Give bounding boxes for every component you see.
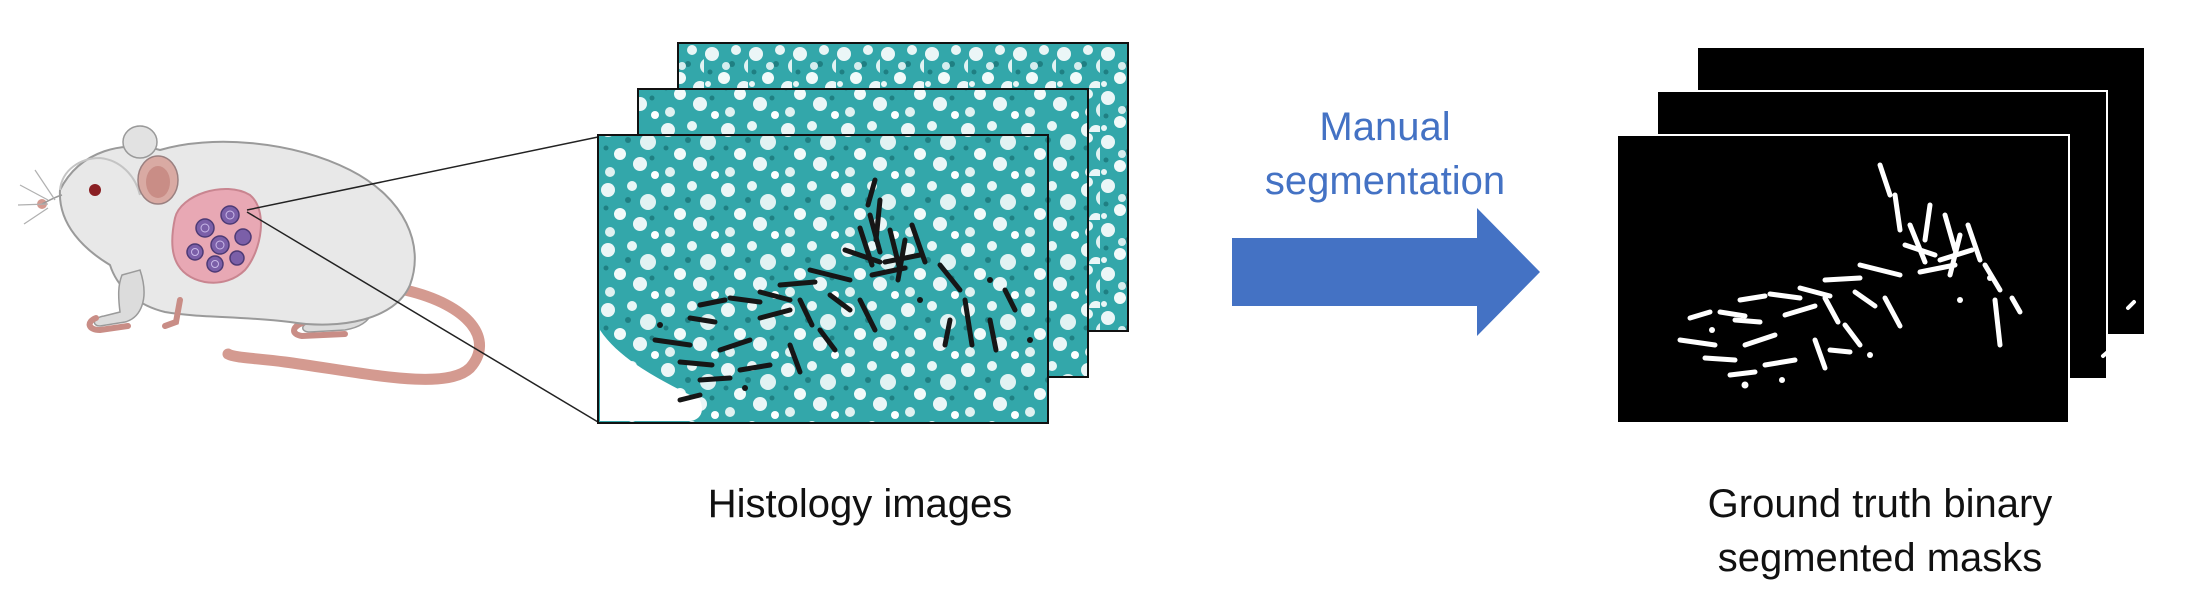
fungal-colonies	[186, 205, 252, 273]
segmented-hyphae	[1677, 162, 2023, 378]
binary-mask-stack	[1616, 46, 2146, 424]
mask-slide-1	[1616, 134, 2070, 424]
stained-hyphae	[652, 177, 1018, 403]
histology-caption: Histology images	[707, 482, 1013, 526]
arrow-label-line-2: segmentation	[1264, 159, 1506, 203]
mask-caption-line-1: Ground truth binary	[1707, 482, 2053, 526]
mouse-ear-back	[122, 125, 158, 159]
mouse-illustration	[17, 125, 485, 385]
right-arrow	[1232, 208, 1540, 336]
mouse-eye	[89, 184, 101, 196]
histology-slide-stack	[597, 42, 1129, 424]
mouse-tail	[222, 284, 485, 385]
mouse-whiskers	[17, 169, 56, 225]
zoom-line-bottom	[246, 211, 599, 423]
zoom-line-top	[246, 136, 599, 211]
mask-caption-line-2: segmented masks	[1717, 536, 2043, 580]
histology-slide-1	[597, 134, 1049, 424]
arrow-label: Manual segmentation	[1190, 100, 1580, 208]
mask-caption: Ground truth binary segmented masks	[1580, 477, 2180, 585]
arrow-label-line-1: Manual	[1319, 105, 1451, 149]
